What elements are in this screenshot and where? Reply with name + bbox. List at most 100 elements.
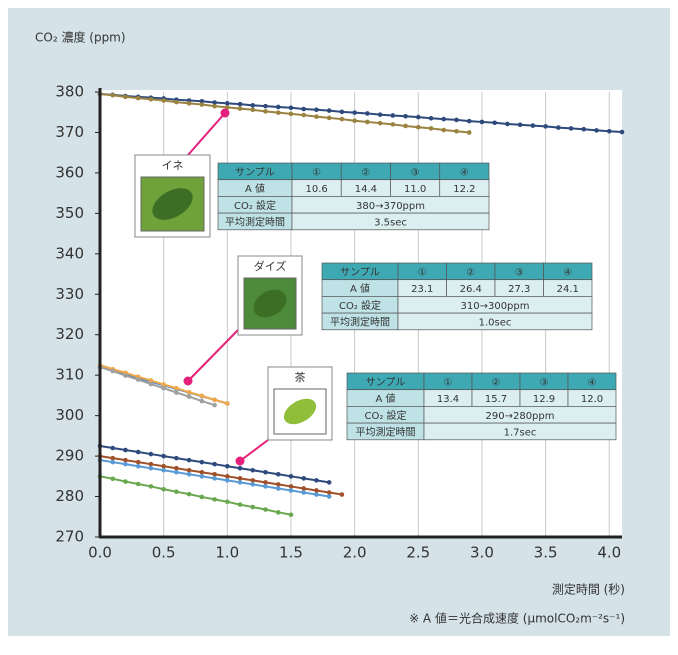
chart-title: CO₂ 濃度 (ppm) [35,30,126,45]
data-point [288,474,294,479]
data-point [186,457,192,463]
data-point [212,461,217,467]
data-point [263,480,268,485]
data-point [199,469,205,475]
x-tick-label: 2.0 [343,544,367,562]
table-text: 23.1 [411,284,433,295]
y-tick-label: 310 [55,366,84,384]
data-point [594,128,599,133]
table-text: 平均測定時間 [225,215,285,228]
data-point [110,476,116,482]
table-text: 11.0 [404,184,426,195]
data-point [492,120,497,126]
data-point [314,107,319,113]
inset-label: ダイズ [254,259,287,273]
data-point [263,484,268,489]
data-point [174,465,179,471]
data-point [326,490,332,495]
data-point [263,507,268,512]
table-text: 平均測定時間 [356,425,416,438]
data-point [441,116,447,122]
table-text: A 値 [245,182,265,195]
series-line [99,366,215,407]
x-tick-label: 3.0 [470,544,494,562]
x-tick-label: 4.0 [597,544,621,562]
y-tick-label: 280 [55,487,84,505]
data-point [199,494,205,500]
table-text: 1.7sec [504,427,537,438]
y-tick-label: 330 [55,285,84,303]
y-tick-label: 350 [55,204,84,222]
y-tick-label: 370 [55,123,84,141]
table-text: ③ [411,167,420,178]
x-tick-label: 0.0 [88,544,112,562]
table-text: 平均測定時間 [330,315,390,328]
data-point [352,110,357,115]
data-point [288,488,294,493]
data-point [365,119,370,125]
data-point [225,474,230,479]
data-point [135,481,141,487]
series-line [99,475,292,516]
table-text: サンプル [366,376,406,388]
data-point [135,449,141,455]
data-point [454,128,459,134]
data-point [415,124,421,130]
data-point [212,497,217,502]
data-point [135,95,141,101]
data-point [212,100,217,105]
table-text: 290→280ppm [486,411,555,422]
data-point [263,469,268,475]
data-point [148,484,154,489]
table-text: ④ [563,267,572,278]
data-point [275,482,281,487]
data-point [377,120,383,126]
table-text: ④ [588,377,597,388]
data-point [326,108,332,113]
data-point [301,106,307,112]
data-point [174,385,179,391]
data-point [110,459,116,465]
data-point [123,94,128,100]
data-point [161,453,166,459]
data-point [110,455,116,461]
table-text: 15.7 [485,394,507,405]
data-point [237,480,243,485]
footnote: ※ A 値＝光合成速度 (μmolCO₂m⁻²s⁻¹) [409,611,625,626]
x-tick-label: 3.5 [534,544,558,562]
data-point [377,112,383,117]
data-point [428,126,434,131]
data-point [110,92,116,98]
data-point [110,368,116,374]
data-point [174,390,179,395]
table-text: ④ [460,167,469,178]
data-point [543,124,548,129]
y-tick-label: 290 [55,447,84,465]
table-text: A 値 [350,282,370,295]
data-point [263,103,268,109]
data-point [123,447,128,453]
table-text: 14.4 [355,184,377,195]
y-tick-label: 300 [55,406,84,424]
data-point [454,117,459,123]
data-point [505,121,510,127]
data-point [403,123,408,129]
data-point [237,476,243,481]
data-point [556,125,561,130]
data-point [225,101,230,106]
table-text: ① [418,267,427,278]
data-point [161,463,166,469]
data-point [352,118,357,124]
data-point [250,482,256,487]
data-point [148,96,154,102]
table-text: CO₂ 設定 [364,409,406,422]
data-point [174,489,179,494]
data-point [161,382,166,387]
data-point [619,129,625,135]
data-point [466,118,472,124]
table-text: ③ [540,377,549,388]
data-point [225,478,230,483]
x-tick-label: 1.5 [279,544,303,562]
data-point [314,492,319,497]
